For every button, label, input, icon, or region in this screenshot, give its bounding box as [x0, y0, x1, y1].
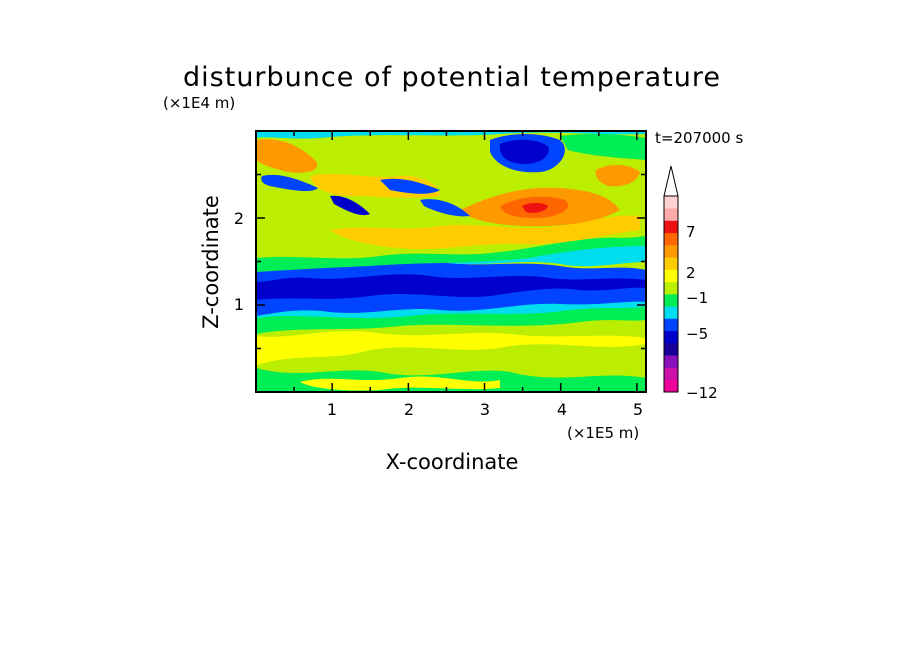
colorbar-cell	[664, 232, 678, 246]
y-tick-label-1: 1	[234, 295, 244, 314]
contour-topright-darkblue	[499, 139, 549, 164]
x-unit-label: (×1E5 m)	[567, 424, 639, 442]
colorbar-cell	[664, 245, 678, 258]
contour-blue-streak-3	[380, 178, 440, 194]
time-label: t=207000 s	[655, 129, 743, 147]
colorbar-label-minus12: −12	[686, 384, 718, 402]
y-tick-label-2: 2	[234, 209, 244, 228]
colorbar-cell	[664, 257, 678, 270]
x-tick-label-4: 4	[557, 400, 567, 419]
colorbar-label-2: 2	[686, 264, 696, 282]
colorbar-cell	[664, 281, 678, 295]
colorbar-cell	[664, 367, 678, 381]
contour-upper-orange	[330, 215, 640, 249]
contour-blue-streak-4	[420, 199, 470, 217]
contour-topright-orange	[595, 164, 640, 187]
axis-ticks	[256, 131, 646, 392]
contour-dark-blue-band	[256, 274, 646, 300]
contour-upper-red-core	[522, 203, 548, 213]
colorbar-cell	[664, 379, 678, 393]
contour-topleft-orange	[256, 139, 318, 173]
contour-blue-streak-2	[330, 195, 370, 216]
x-tick-label-1: 1	[327, 400, 337, 419]
y-axis-label: Z-coordinate	[199, 195, 223, 329]
x-tick-label-2: 2	[404, 400, 414, 419]
contour-top-cyan	[256, 131, 646, 139]
contour-lowlevel-yellow-2	[300, 376, 500, 391]
colorbar-extend-arrow	[663, 165, 679, 197]
colorbar-label-7: 7	[686, 223, 696, 241]
contour-green-midlevel	[256, 236, 646, 272]
colorbar-cell	[664, 208, 678, 221]
colorbar-cell	[664, 220, 678, 234]
chart-title: disturbunce of potential temperature	[183, 62, 721, 93]
y-unit-label: (×1E4 m)	[163, 94, 235, 112]
x-tick-label-5: 5	[633, 400, 643, 419]
colorbar-label-minus5: −5	[686, 325, 708, 343]
colorbar-cell	[664, 355, 678, 368]
colorbar	[663, 165, 679, 393]
x-axis-label: X-coordinate	[386, 450, 519, 474]
contour-field	[256, 131, 646, 392]
colorbar-label-minus1: −1	[686, 289, 708, 307]
x-tick-label-3: 3	[480, 400, 490, 419]
colorbar-frame	[663, 195, 679, 393]
colorbar-cell	[664, 269, 678, 283]
colorbar-cell	[664, 318, 678, 332]
contour-lowlevel-yellow	[256, 331, 646, 365]
colorbar-cell	[664, 306, 678, 319]
colorbar-cell	[664, 196, 678, 209]
colorbar-cell	[664, 330, 678, 344]
contour-blue-streak-1	[261, 174, 318, 192]
colorbar-cell	[664, 343, 678, 356]
colorbar-cell	[664, 294, 678, 307]
contour-topright-green	[560, 133, 646, 160]
